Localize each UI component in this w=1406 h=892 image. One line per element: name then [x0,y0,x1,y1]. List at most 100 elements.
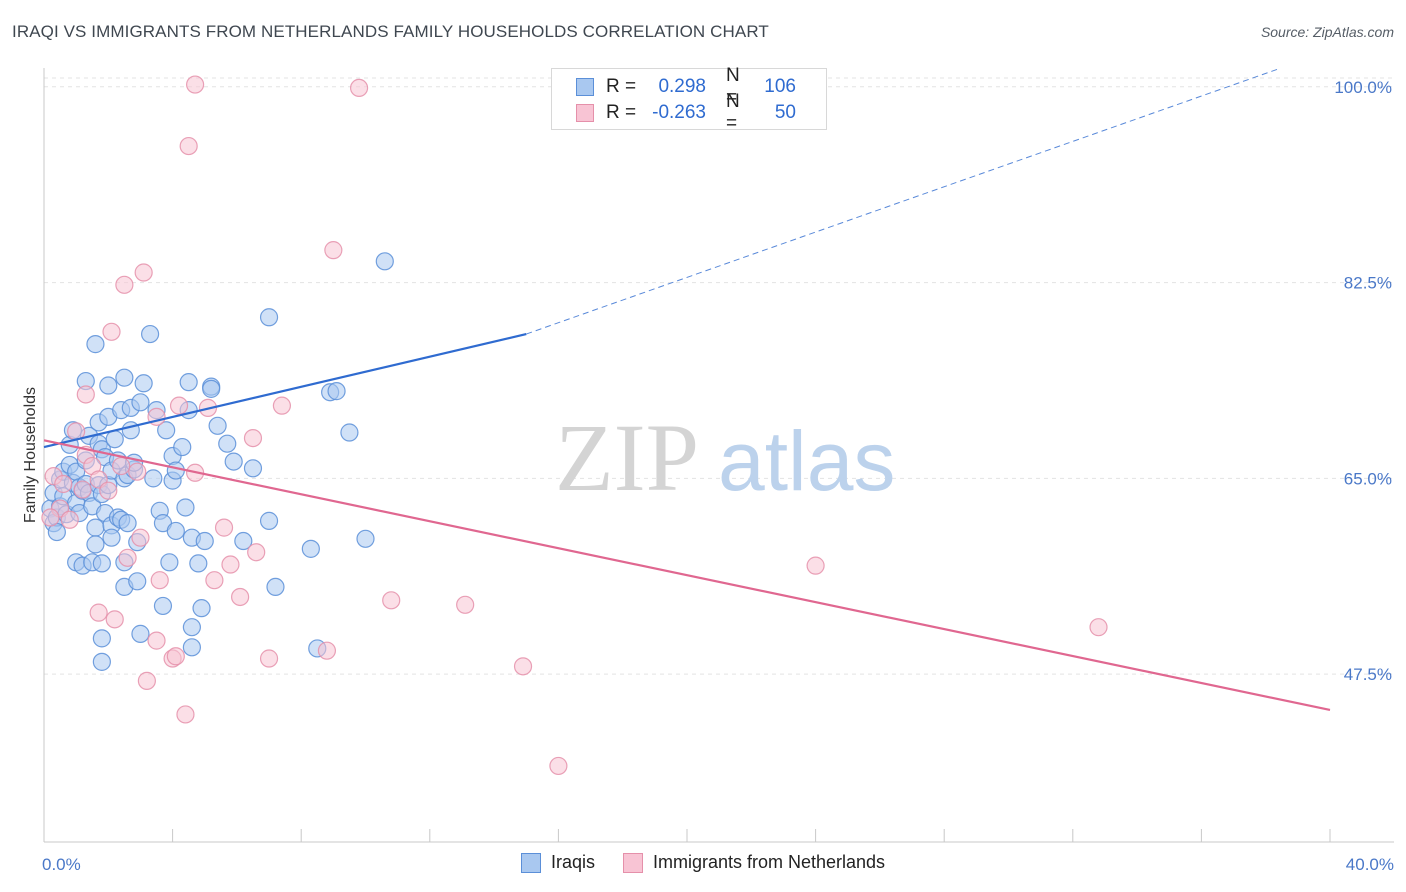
data-point [301,539,320,558]
data-point [327,382,346,401]
data-point [140,324,160,344]
data-point [169,396,189,415]
series-swatch-netherlands [622,852,643,873]
data-point [205,571,224,590]
data-point [131,624,150,643]
data-point [382,591,401,610]
legend-r-value: 0.298 [658,76,706,97]
data-point [173,437,192,457]
legend-n-label: N = [726,91,740,134]
data-point [166,647,185,666]
data-point [549,756,568,776]
data-point [221,555,240,574]
trend-line-1 [43,439,1331,712]
data-point [92,629,111,648]
data-point [231,587,250,607]
data-point [76,385,95,404]
data-point [324,241,343,260]
source-credit: Source: ZipAtlas.com [1260,24,1394,40]
data-point [195,531,214,551]
data-point [89,603,108,622]
data-point [118,548,137,567]
series-legend: Iraqis Immigrants from Netherlands [0,852,1406,873]
data-point [182,618,201,637]
legend-n-label: N = [726,65,740,108]
data-point [157,421,176,440]
data-point [189,554,208,573]
legend-swatch-netherlands [576,104,594,122]
data-point [86,535,105,554]
data-point [86,518,105,537]
data-point [176,705,195,724]
data-point [115,368,134,387]
data-point [243,459,263,478]
grid-lines [44,77,1394,675]
legend-swatch-iraqis [576,78,594,96]
data-point [112,456,131,476]
data-point [356,529,375,548]
data-point [208,416,227,435]
data-point [247,543,266,562]
data-point [272,396,292,415]
y-tick-label: 82.5% [1344,274,1392,293]
data-point [160,553,179,572]
watermark-atlas: atlas [718,414,895,508]
data-point [224,452,243,471]
data-point [179,373,198,392]
data-point [144,469,163,488]
data-point [214,518,234,537]
series-legend-item-netherlands: Immigrants from Netherlands [622,852,886,873]
data-point [266,577,285,597]
data-point [179,136,198,156]
data-point [150,571,169,590]
x-tick-label: 40.0% [1346,855,1394,874]
data-point [115,275,134,294]
data-point [243,428,263,448]
series-legend-item-iraqis: Iraqis [520,852,595,873]
data-point [54,474,73,494]
watermark: ZIP atlas [555,404,895,511]
data-point [340,423,359,442]
data-point [73,480,92,499]
data-point [60,510,79,529]
legend-r-label: R = [606,76,637,97]
legend-r-value: -0.263 [652,102,706,123]
axis-labels: 47.5% 65.0% 82.5% 100.0% 0.0% 40.0% Family Hou… [22,78,1394,874]
data-point [259,308,279,327]
data-point [349,78,369,98]
data-point [137,671,156,690]
y-tick-label: 47.5% [1344,665,1392,684]
series-name-iraqis: Iraqis [550,852,595,872]
legend-r-label: R = [606,102,637,123]
data-point [41,508,60,527]
data-point [166,461,185,480]
y-tick-label: 65.0% [1344,469,1392,488]
data-point [134,374,153,393]
legend-row-iraqis: R = 0.298 N = 106 [576,65,796,108]
axes [43,68,1394,843]
data-point [218,434,237,453]
data-point [134,263,153,282]
trend-line-0 [43,332,527,449]
data-point [86,335,105,354]
data-point [128,572,147,591]
data-point [806,556,825,575]
y-tick-label: 100.0% [1334,78,1392,97]
data-point [118,514,137,533]
series-swatch-iraqis [520,852,541,873]
data-point [186,75,205,94]
series-name-netherlands: Immigrants from Netherlands [652,852,886,872]
legend-n-value: 50 [774,102,796,123]
data-point [1089,618,1108,637]
data-point [259,511,279,530]
data-point [128,462,147,481]
data-point [234,531,253,551]
legend-n-value: 106 [764,76,796,97]
data-point [102,322,121,341]
legend-row-netherlands: R = -0.263 N = 50 [576,91,796,134]
data-point [456,595,475,614]
x-tick-label: 0.0% [42,855,81,874]
chart-title: IRAQI VS IMMIGRANTS FROM NETHERLANDS FAM… [12,22,769,41]
data-point [375,252,394,271]
